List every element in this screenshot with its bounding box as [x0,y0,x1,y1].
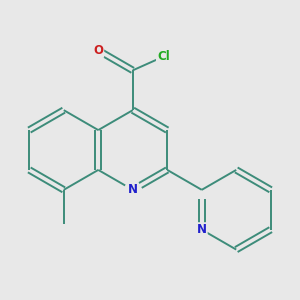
Text: Cl: Cl [157,50,169,63]
Text: N: N [128,183,138,196]
Text: O: O [93,44,103,57]
Text: N: N [197,223,207,236]
